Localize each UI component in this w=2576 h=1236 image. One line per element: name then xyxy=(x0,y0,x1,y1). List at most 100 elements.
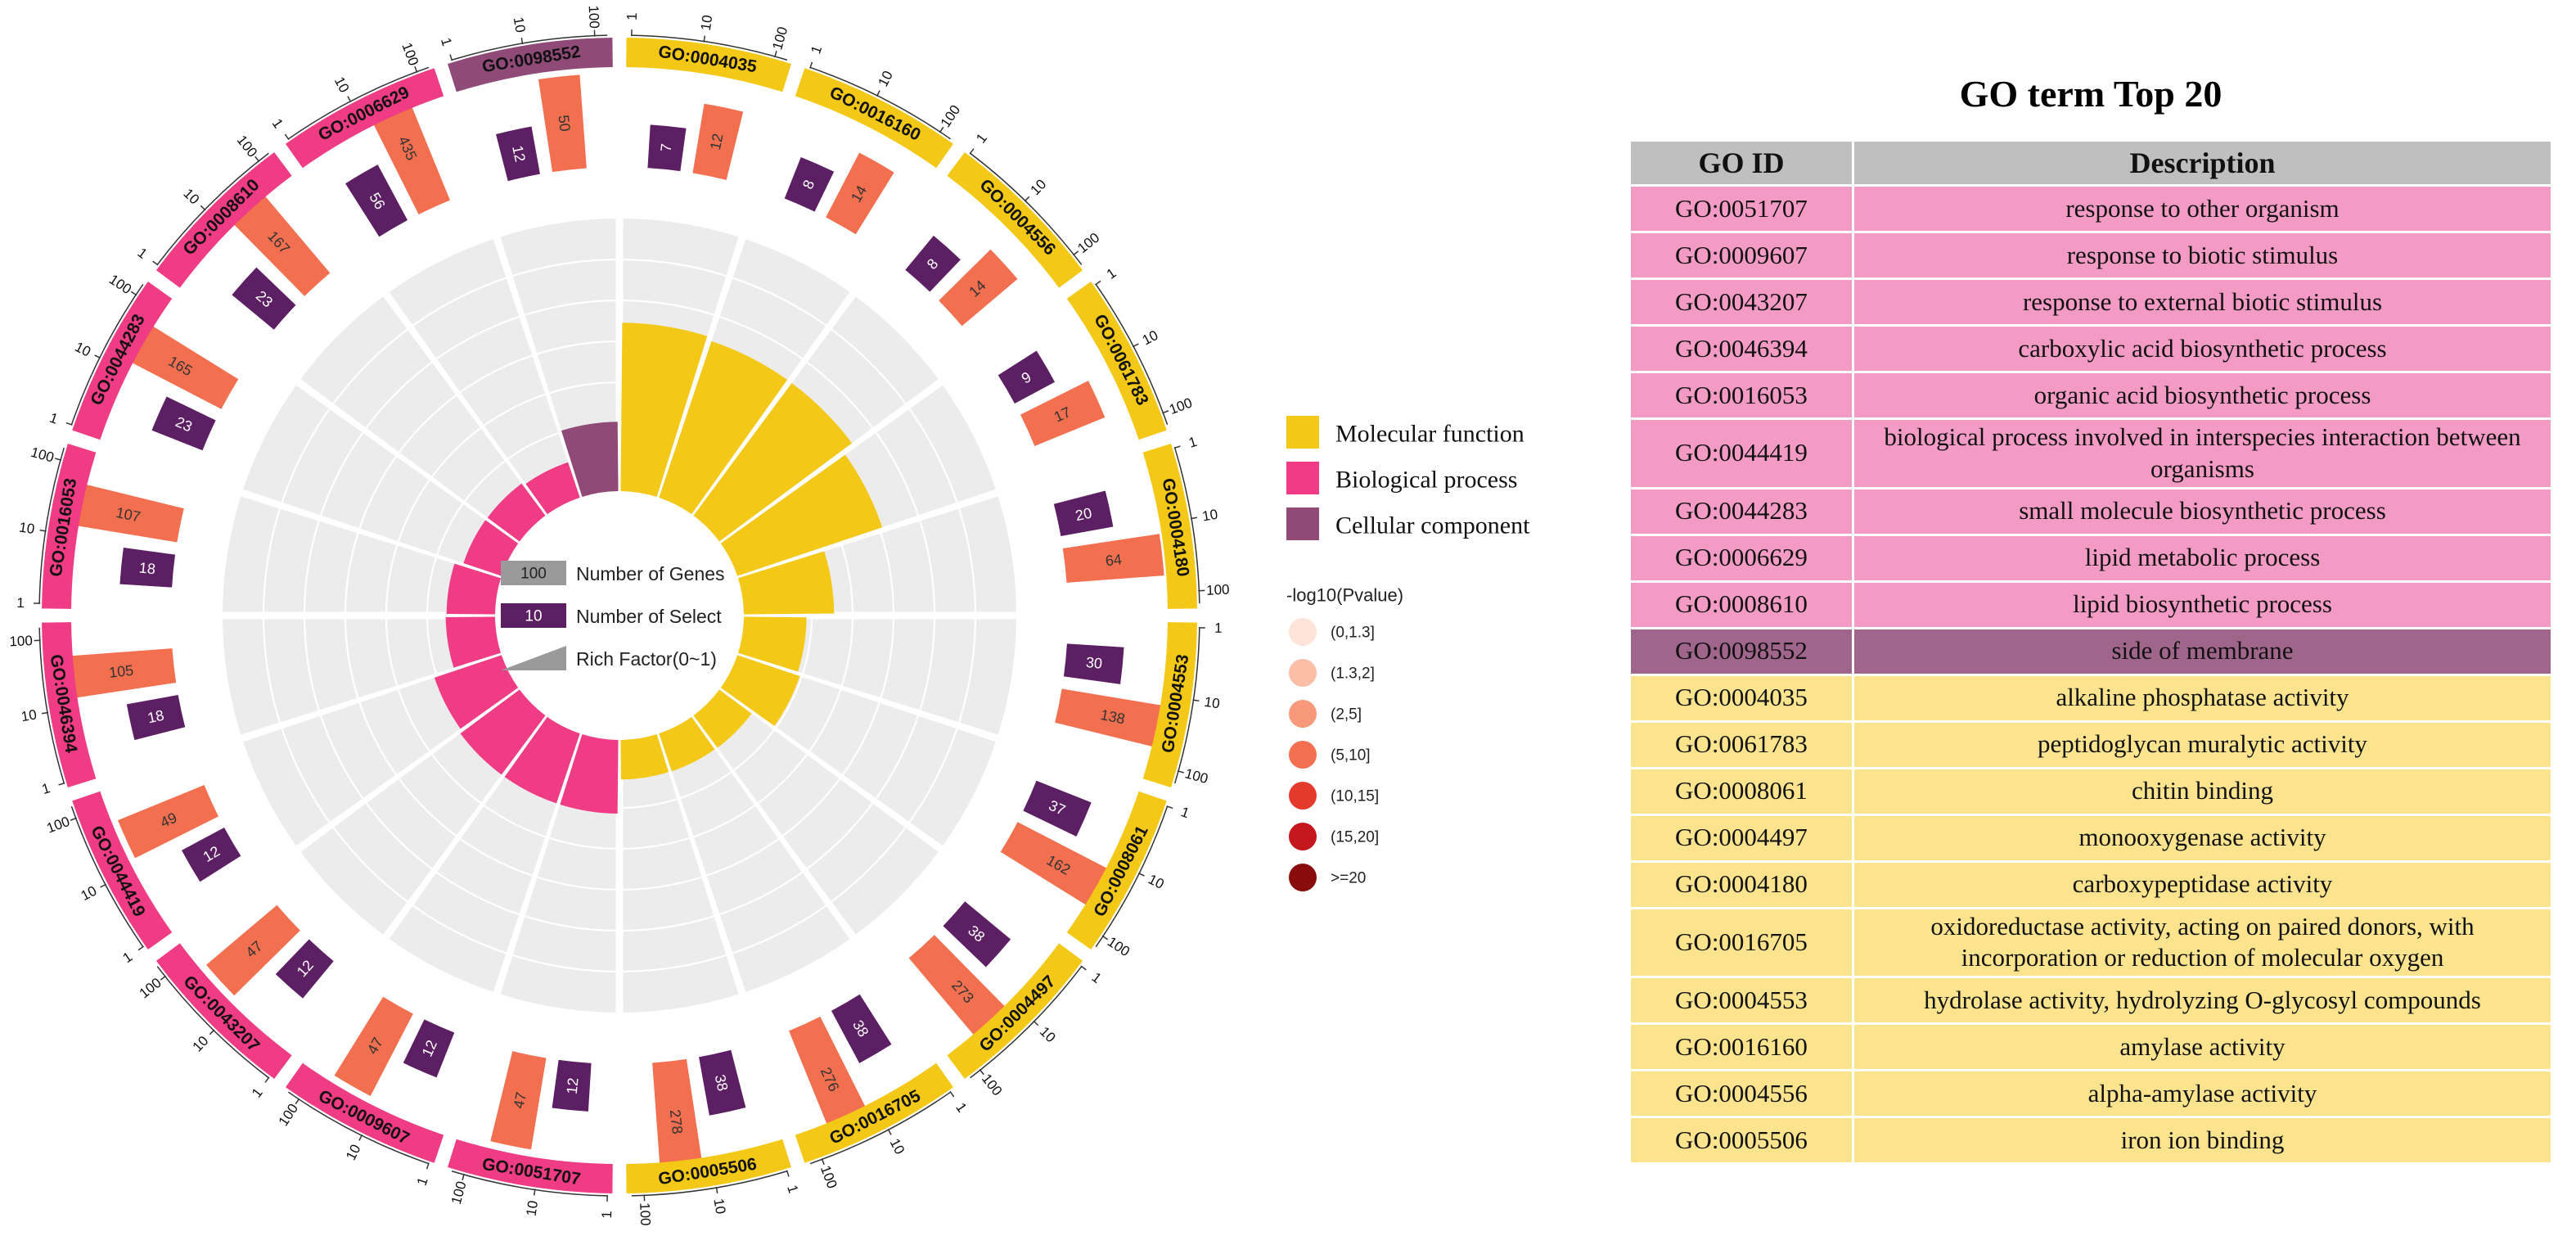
scale-tick xyxy=(426,1162,430,1170)
rich-factor-bar xyxy=(720,655,800,726)
select-count-label: 18 xyxy=(138,559,156,577)
scale-tick-label: 10 xyxy=(18,520,35,538)
category-ring-sector xyxy=(155,943,292,1080)
cell-description: peptidoglycan muralytic activity xyxy=(1852,719,2553,769)
scale-tick-label: 10 xyxy=(20,706,38,724)
scale-arc xyxy=(809,66,952,140)
cell-description: monooxygenase activity xyxy=(1852,813,2553,863)
table-row: GO:0008061 chitin binding xyxy=(1628,766,2553,816)
genes-bar xyxy=(692,103,744,180)
genes-bar xyxy=(538,74,587,173)
scale-tick xyxy=(949,1090,955,1098)
scale-arc xyxy=(809,1091,952,1165)
scale-tick-label: 10 xyxy=(79,883,100,904)
legend-rich-swatch xyxy=(501,646,566,670)
genes-count-label: 12 xyxy=(707,132,727,151)
scale-tick-label: 10 xyxy=(1028,176,1050,198)
rich-factor-bar xyxy=(720,454,883,576)
scale-tick-label: 100 xyxy=(769,25,790,52)
genes-bar xyxy=(826,152,894,235)
cell-go-id: GO:0016705 xyxy=(1628,906,1854,978)
cell-go-id: GO:0004553 xyxy=(1628,976,1854,1025)
legend-select-swatch xyxy=(501,603,566,628)
genes-bar xyxy=(939,249,1018,327)
scale-tick-label: 10 xyxy=(710,1198,728,1216)
select-count-label: 30 xyxy=(1085,654,1103,672)
genes-count-label: 105 xyxy=(108,662,134,681)
scale-tick-label: 1 xyxy=(1179,804,1191,821)
scale-tick-label: 10 xyxy=(875,69,895,89)
scale-tick-label: 1 xyxy=(40,780,52,797)
rich-factor-bar xyxy=(693,689,752,748)
category-ring-sector xyxy=(795,68,953,169)
table-row: GO:0004180 carboxypeptidase activity xyxy=(1628,859,2553,909)
scale-arc xyxy=(970,966,1083,1079)
category-ring-sector xyxy=(72,282,173,440)
scale-tick-label: 1 xyxy=(438,36,455,48)
scale-tick-label: 1 xyxy=(1214,620,1223,636)
scale-tick xyxy=(137,945,145,951)
cell-go-id: GO:0006629 xyxy=(1628,533,1854,583)
genes-bar xyxy=(120,319,239,409)
scale-tick-label: 10 xyxy=(190,1033,212,1055)
cell-description: side of membrane xyxy=(1852,626,2553,676)
cell-description: biological process involved in interspec… xyxy=(1852,417,2553,489)
pvalue-legend-dot xyxy=(1289,741,1317,769)
cell-description: amylase activity xyxy=(1852,1022,2553,1071)
cell-go-id: GO:0008610 xyxy=(1628,580,1854,629)
ring-background-sector xyxy=(223,616,501,735)
select-bar xyxy=(1063,643,1124,684)
scale-arc xyxy=(1174,627,1200,784)
rich-factor-bar xyxy=(504,716,580,804)
scale-tick xyxy=(1080,965,1087,971)
select-bar xyxy=(496,126,540,182)
select-bar xyxy=(1053,490,1114,536)
select-bar xyxy=(182,827,241,882)
scale-arc xyxy=(70,283,144,426)
scale-tick-label: 1 xyxy=(16,595,25,611)
table-row: GO:0004553 hydrolase activity, hydrolyzin… xyxy=(1628,976,2553,1025)
scale-tick-label: 10 xyxy=(73,339,93,359)
cell-description: response to biotic stimulus xyxy=(1852,231,2553,280)
select-bar xyxy=(126,695,186,741)
scale-tick-label: 100 xyxy=(399,41,421,68)
cell-go-id: GO:0004497 xyxy=(1628,813,1854,863)
scale-tick-label: 100 xyxy=(45,814,72,837)
scale-tick-label: 1 xyxy=(599,1211,615,1219)
rich-factor-bar xyxy=(659,341,788,515)
select-count-label: 7 xyxy=(658,142,675,152)
scale-tick-label: 10 xyxy=(1146,871,1166,891)
scale-arc xyxy=(631,1171,788,1197)
scale-tick-label: 10 xyxy=(1201,507,1219,525)
table-row: GO:0044419 biological process involved in… xyxy=(1628,417,2553,489)
scale-tick-label: 1 xyxy=(134,245,150,262)
cell-go-id: GO:0005506 xyxy=(1628,1116,1854,1165)
scale-arc xyxy=(970,152,1083,265)
scale-arc xyxy=(156,966,269,1079)
category-ring-sector xyxy=(1066,282,1167,440)
scale-tick-label: 100 xyxy=(586,5,602,29)
scale-tick-label: 100 xyxy=(1105,934,1133,960)
table-row: GO:0004556 alpha-amylase activity xyxy=(1628,1069,2553,1118)
legend-genes-swatch xyxy=(501,561,566,585)
category-ring-sector xyxy=(626,1139,791,1193)
cell-go-id: GO:0004556 xyxy=(1628,1069,1854,1118)
rich-factor-bar xyxy=(620,734,669,780)
category-ring-sector xyxy=(947,151,1083,288)
pvalue-legend-label: >=20 xyxy=(1331,870,1366,887)
pvalue-legend-label: (1.3,2] xyxy=(1331,665,1375,683)
scale-tick xyxy=(284,133,290,141)
scale-tick-label: 100 xyxy=(29,444,56,466)
scale-tick-label: 1 xyxy=(47,410,60,427)
scale-tick-label: 100 xyxy=(1167,395,1194,417)
rich-factor-bar xyxy=(445,616,501,668)
cell-go-id: GO:0044283 xyxy=(1628,486,1854,536)
scale-tick-label: 1 xyxy=(249,1085,266,1101)
scale-tick xyxy=(969,148,975,155)
cell-description: organic acid biosynthetic process xyxy=(1852,371,2553,420)
cell-go-id: GO:0051707 xyxy=(1628,184,1854,233)
scale-arc xyxy=(1095,283,1169,426)
scale-tick-label: 10 xyxy=(1140,327,1161,349)
rich-factor-bar xyxy=(525,462,580,515)
legend-sample-value: 10 xyxy=(525,608,542,625)
